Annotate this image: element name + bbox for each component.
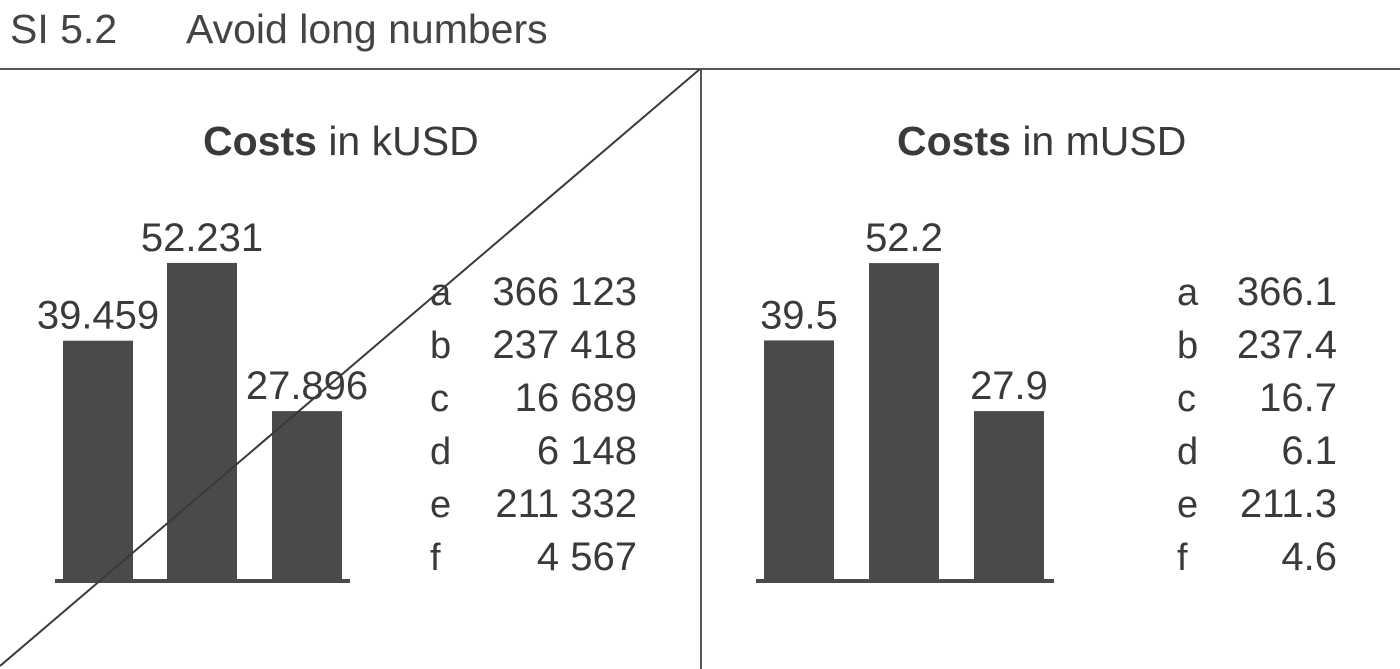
right-table-value-a: 366.1 xyxy=(1237,270,1337,314)
left-table-letter-d: d xyxy=(430,431,451,473)
left-table-letter-f: f xyxy=(430,537,441,579)
left-bar-value-label-3: 27.896 xyxy=(246,364,368,408)
right-chart-title: Costs in mUSD xyxy=(897,118,1186,165)
right-chart-title-rest: in mUSD xyxy=(1010,118,1187,164)
left-table-value-f: 4 567 xyxy=(537,535,637,579)
right-chart-title-bold: Costs xyxy=(897,118,1011,164)
right-table-value-b: 237.4 xyxy=(1237,323,1337,367)
left-table-value-e: 211 332 xyxy=(495,482,637,526)
left-chart-title: Costs in kUSD xyxy=(203,118,479,165)
left-table-letter-b: b xyxy=(430,325,451,367)
left-bar-value-label-1: 39.459 xyxy=(37,294,159,338)
left-table-value-c: 16 689 xyxy=(515,376,637,420)
right-bar-1 xyxy=(764,340,834,581)
right-bar-3 xyxy=(974,411,1044,581)
left-table-value-d: 6 148 xyxy=(537,429,637,473)
right-table-value-f: 4.6 xyxy=(1281,535,1337,579)
left-table-letter-c: c xyxy=(430,378,449,420)
right-chart: 39.5 52.2 27.9 a 366.1 b 237.4 c 16.7 d 6.1 e 211.3 f… xyxy=(756,216,1337,583)
strike-through-line xyxy=(0,68,701,667)
left-bar-2 xyxy=(167,262,237,581)
right-bar-value-label-1: 39.5 xyxy=(760,293,838,337)
left-bar-1 xyxy=(63,340,133,581)
right-bar-value-label-2: 52.2 xyxy=(865,216,943,260)
left-bar-3 xyxy=(272,411,342,581)
right-table-value-d: 6.1 xyxy=(1281,429,1337,473)
panel-divider xyxy=(700,69,702,669)
page-header: SI 5.2 Avoid long numbers xyxy=(10,4,548,54)
right-bar-value-label-3: 27.9 xyxy=(970,364,1048,408)
right-table-value-e: 211.3 xyxy=(1240,482,1337,526)
left-chart: 39.459 52.231 27.896 a 366 123 b 237 418 c 16 68… xyxy=(37,216,637,583)
right-table-letter-a: a xyxy=(1177,272,1199,314)
left-table-letter-e: e xyxy=(430,484,451,526)
section-code: SI 5.2 xyxy=(10,5,118,52)
left-table-value-a: 366 123 xyxy=(492,270,637,314)
left-chart-title-bold: Costs xyxy=(203,118,317,164)
left-bar-value-label-2: 52.231 xyxy=(141,216,263,260)
left-table-letter-a: a xyxy=(430,272,452,314)
right-table-letter-e: e xyxy=(1177,484,1198,526)
right-table-letter-f: f xyxy=(1177,537,1188,579)
page-title: Avoid long numbers xyxy=(186,5,548,52)
right-table-letter-c: c xyxy=(1177,378,1196,420)
right-table-letter-d: d xyxy=(1177,431,1198,473)
right-bar-2 xyxy=(869,263,939,581)
left-chart-title-rest: in kUSD xyxy=(316,118,479,164)
left-table-value-b: 237 418 xyxy=(492,323,637,367)
right-table-value-c: 16.7 xyxy=(1259,376,1337,420)
right-table-letter-b: b xyxy=(1177,325,1198,367)
